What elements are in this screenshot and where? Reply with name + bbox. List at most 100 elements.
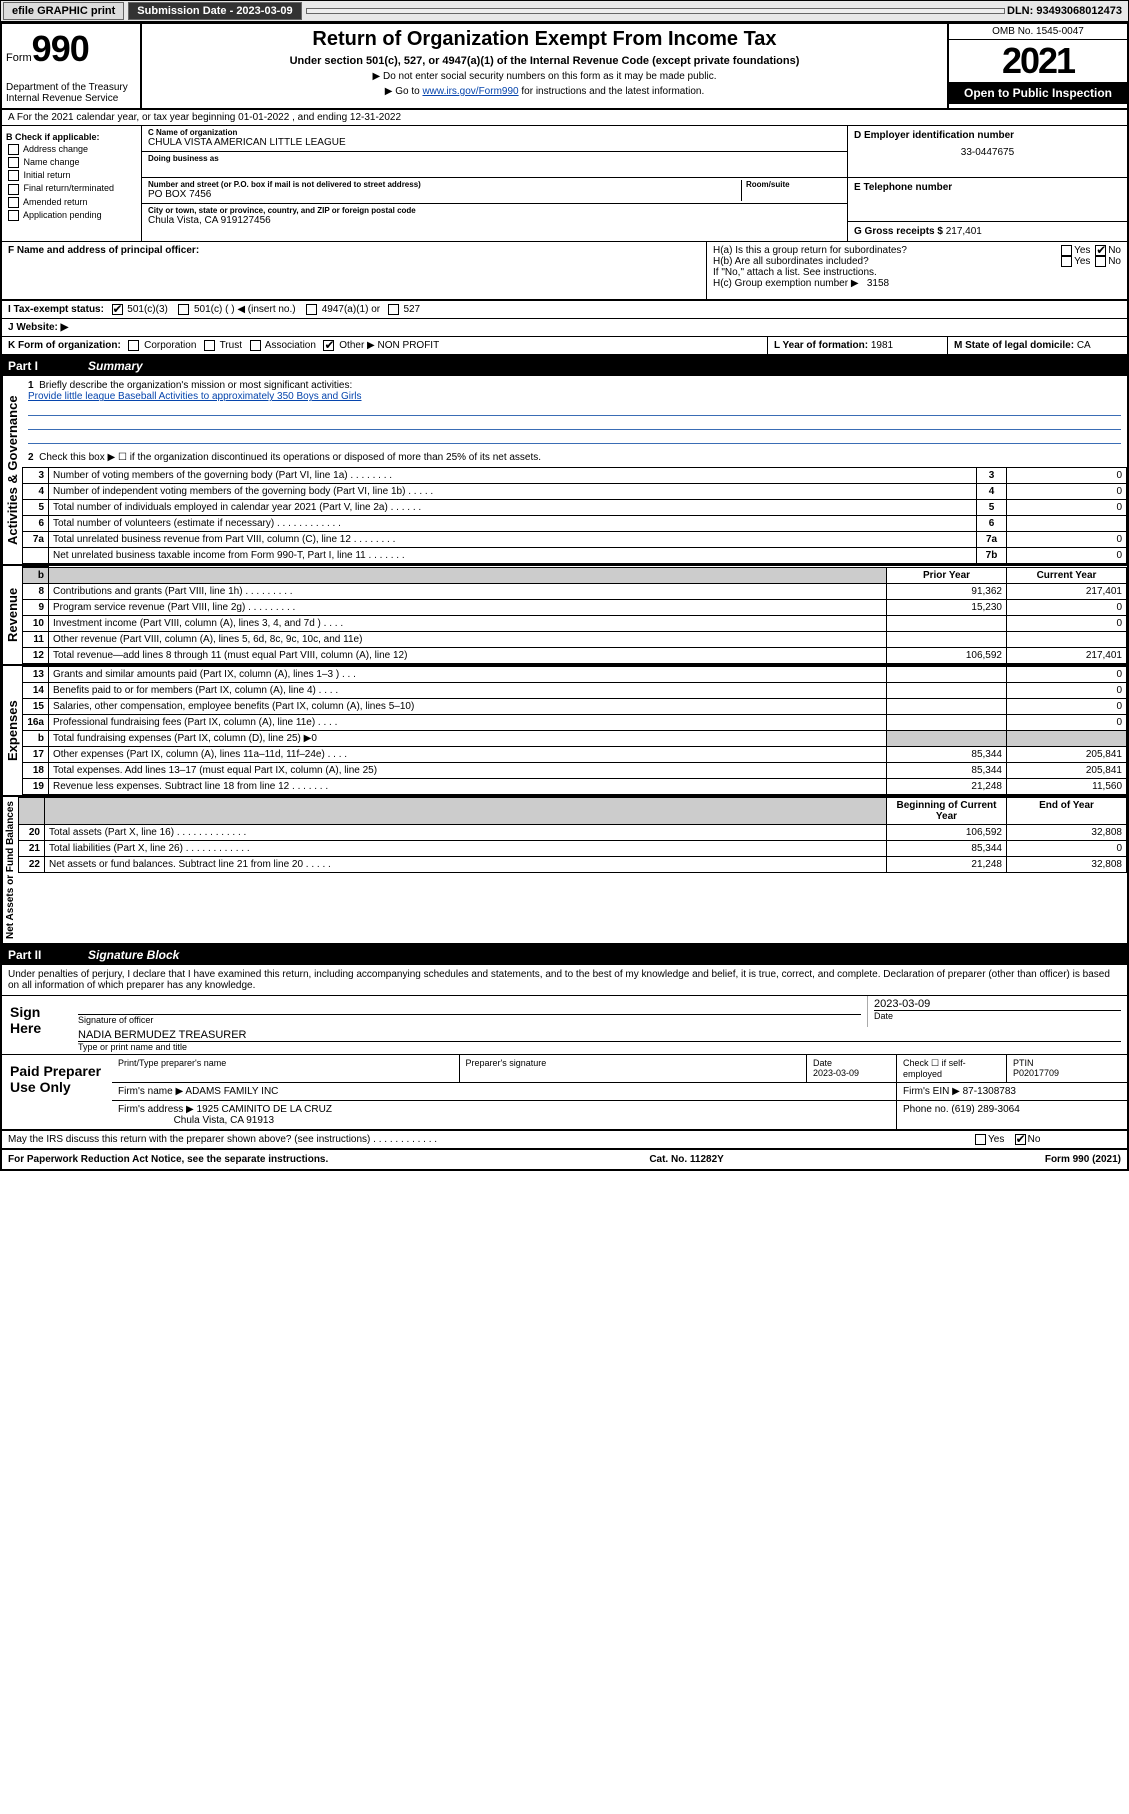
city-value: Chula Vista, CA 919127456	[148, 215, 841, 226]
city-label: City or town, state or province, country…	[148, 206, 841, 215]
ha-no[interactable]	[1095, 245, 1106, 256]
form-title: Return of Organization Exempt From Incom…	[146, 28, 943, 51]
form-note-1: ▶ Do not enter social security numbers o…	[146, 71, 943, 82]
prep-phone: (619) 289-3064	[951, 1104, 1019, 1115]
cb-assoc[interactable]	[250, 340, 261, 351]
form-number: 990	[32, 28, 89, 69]
cb-name-change[interactable]: Name change	[6, 157, 137, 168]
table-row: 19Revenue less expenses. Subtract line 1…	[23, 779, 1127, 795]
form-note-2: ▶ Go to www.irs.gov/Form990 for instruct…	[146, 86, 943, 97]
ha-yes[interactable]	[1061, 245, 1072, 256]
cb-other[interactable]	[323, 340, 334, 351]
city-row: City or town, state or province, country…	[142, 204, 847, 230]
cb-trust[interactable]	[204, 340, 215, 351]
dept-label: Department of the Treasury Internal Reve…	[6, 82, 136, 104]
sig-officer-label: Signature of officer	[78, 1014, 861, 1025]
line-1: 1 Briefly describe the organization's mi…	[22, 376, 1127, 448]
col-b-checkboxes: B Check if applicable: Address change Na…	[2, 126, 142, 241]
table-row: 16aProfessional fundraising fees (Part I…	[23, 715, 1127, 731]
irs-link[interactable]: www.irs.gov/Form990	[422, 86, 518, 97]
part-2-header: Part II Signature Block	[2, 945, 1127, 965]
row-j: J Website: ▶	[2, 319, 1127, 337]
gross-row: G Gross receipts $ 217,401	[848, 222, 1127, 241]
gross-value: 217,401	[946, 226, 982, 237]
j-label: J Website: ▶	[8, 322, 68, 333]
section-activities: Activities & Governance 1 Briefly descri…	[2, 376, 1127, 566]
footer-mid: Cat. No. 11282Y	[649, 1154, 723, 1165]
cb-corp[interactable]	[128, 340, 139, 351]
form-label: Form	[6, 52, 32, 64]
table-row: 5Total number of individuals employed in…	[23, 500, 1127, 516]
cb-initial-return[interactable]: Initial return	[6, 170, 137, 181]
cb-application-pending[interactable]: Application pending	[6, 210, 137, 221]
part-1-header: Part I Summary	[2, 356, 1127, 376]
cb-final-return[interactable]: Final return/terminated	[6, 183, 137, 194]
cb-address-change[interactable]: Address change	[6, 144, 137, 155]
hdr-end: End of Year	[1007, 798, 1127, 825]
i-label: I Tax-exempt status:	[8, 304, 104, 315]
firm-name-label: Firm's name ▶	[118, 1086, 183, 1097]
topbar-spacer	[306, 8, 1005, 14]
header-right: OMB No. 1545-0047 2021 Open to Public In…	[947, 24, 1127, 108]
note2-pre: ▶ Go to	[385, 86, 423, 97]
preparer-label: Paid Preparer Use Only	[2, 1055, 112, 1129]
efile-print-button[interactable]: efile GRAPHIC print	[3, 2, 124, 20]
cb-527[interactable]	[388, 304, 399, 315]
hb-yes[interactable]	[1061, 256, 1072, 267]
form-container: Form990 Department of the Treasury Inter…	[0, 22, 1129, 1171]
table-row: 22Net assets or fund balances. Subtract …	[19, 857, 1127, 873]
org-name-label: C Name of organization	[148, 128, 841, 137]
part-1-num: Part I	[8, 359, 88, 373]
f-label: F Name and address of principal officer:	[8, 245, 199, 256]
hb-label: H(b) Are all subordinates included?	[713, 256, 869, 267]
footer-right: Form 990 (2021)	[1045, 1154, 1121, 1165]
submission-date-button[interactable]: Submission Date - 2023-03-09	[128, 2, 301, 20]
ein-row: D Employer identification number 33-0447…	[848, 126, 1127, 178]
table-row: 8Contributions and grants (Part VIII, li…	[23, 584, 1127, 600]
discuss-yes[interactable]	[975, 1134, 986, 1145]
part-1-title: Summary	[88, 359, 143, 373]
firm-ein: 87-1308783	[963, 1086, 1016, 1097]
hdr-prior: Prior Year	[887, 567, 1007, 584]
cb-4947[interactable]	[306, 304, 317, 315]
table-row: 17Other expenses (Part IX, column (A), l…	[23, 747, 1127, 763]
discuss-no[interactable]	[1015, 1134, 1026, 1145]
hdr-begin: Beginning of Current Year	[887, 798, 1007, 825]
table-row: 13Grants and similar amounts paid (Part …	[23, 667, 1127, 683]
line1-text[interactable]: Provide little league Baseball Activitie…	[28, 391, 362, 402]
vlabel-activities: Activities & Governance	[2, 376, 22, 564]
header-center: Return of Organization Exempt From Incom…	[142, 24, 947, 108]
vlabel-netassets: Net Assets or Fund Balances	[2, 797, 18, 943]
col-d-ein: D Employer identification number 33-0447…	[847, 126, 1127, 241]
hb-no[interactable]	[1095, 256, 1106, 267]
form-footer: For Paperwork Reduction Act Notice, see …	[2, 1149, 1127, 1169]
hdr-current: Current Year	[1007, 567, 1127, 584]
table-row: 11Other revenue (Part VIII, column (A), …	[23, 632, 1127, 648]
line-2: 2 Check this box ▶ ☐ if the organization…	[22, 448, 1127, 467]
cb-amended-return[interactable]: Amended return	[6, 197, 137, 208]
row-i: I Tax-exempt status: 501(c)(3) 501(c) ( …	[2, 300, 1127, 319]
table-revenue: b Prior Year Current Year 8Contributions…	[22, 566, 1127, 664]
hc-label: H(c) Group exemption number ▶	[713, 278, 859, 289]
part-2-num: Part II	[8, 948, 88, 962]
m-label: M State of legal domicile:	[954, 340, 1074, 351]
cb-501c3[interactable]	[112, 304, 123, 315]
dba-label: Doing business as	[148, 154, 841, 163]
gross-label: G Gross receipts $	[854, 226, 943, 237]
table-row: 4Number of independent voting members of…	[23, 484, 1127, 500]
table-row: 14Benefits paid to or for members (Part …	[23, 683, 1127, 699]
phone-label: E Telephone number	[854, 182, 1121, 193]
firm-addr2: Chula Vista, CA 91913	[174, 1115, 274, 1126]
dln-label: DLN: 93493068012473	[1007, 5, 1128, 17]
header-left: Form990 Department of the Treasury Inter…	[2, 24, 142, 108]
line1-label: Briefly describe the organization's miss…	[39, 380, 352, 391]
omb-number: OMB No. 1545-0047	[949, 24, 1127, 40]
hb-note: If "No," attach a list. See instructions…	[713, 267, 1121, 278]
org-name-row: C Name of organization CHULA VISTA AMERI…	[142, 126, 847, 152]
prep-phone-label: Phone no.	[903, 1104, 949, 1115]
firm-addr1: 1925 CAMINITO DE LA CRUZ	[197, 1104, 332, 1115]
cb-501c[interactable]	[178, 304, 189, 315]
officer-name-label: Type or print name and title	[78, 1041, 1121, 1052]
row-klm: K Form of organization: Corporation Trus…	[2, 337, 1127, 356]
table-governance: 3Number of voting members of the governi…	[22, 467, 1127, 564]
